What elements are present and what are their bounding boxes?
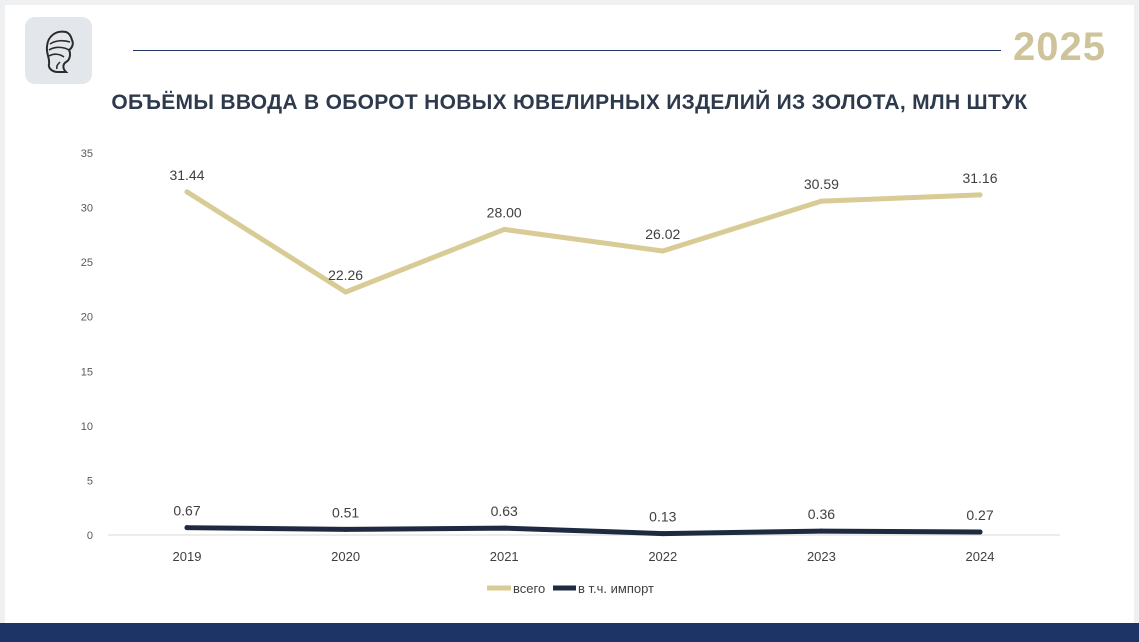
y-tick-label: 35 (81, 148, 93, 160)
data-label-total: 22.26 (328, 267, 363, 283)
chart-title: ОБЪЁМЫ ВВОДА В ОБОРОТ НОВЫХ ЮВЕЛИРНЫХ ИЗ… (111, 91, 1028, 114)
data-label-import: 0.51 (332, 504, 359, 520)
series-import-point (184, 525, 190, 531)
series-total-point (343, 289, 349, 295)
y-tick-label: 10 (81, 421, 93, 433)
data-label-import: 0.27 (966, 507, 993, 523)
x-tick-label: 2022 (648, 549, 677, 564)
header-divider (133, 50, 1001, 51)
data-label-import: 0.13 (649, 509, 676, 525)
y-tick-label: 25 (81, 257, 93, 269)
series-import-point (977, 529, 983, 535)
x-tick-label: 2019 (173, 549, 202, 564)
year-label: 2025 (1013, 25, 1106, 69)
data-label-total: 30.59 (804, 176, 839, 192)
y-axis: 0 5 10 15 20 25 30 35 (81, 148, 93, 542)
series-import-point (818, 528, 824, 534)
data-labels: 31.44 22.26 28.00 26.02 30.59 31.16 0.67 0.51 0.… (169, 167, 997, 525)
series-import-point (343, 526, 349, 532)
y-tick-label: 15 (81, 366, 93, 378)
y-tick-label: 0 (87, 530, 93, 542)
athena-logo-icon (45, 30, 74, 73)
series-total-point (818, 198, 824, 204)
data-label-total: 31.16 (962, 170, 997, 186)
legend: всего в т.ч. импорт (487, 581, 654, 596)
data-label-import: 0.67 (173, 503, 200, 519)
x-tick-label: 2021 (490, 549, 519, 564)
legend-label-import: в т.ч. импорт (578, 581, 654, 596)
logo (25, 17, 92, 84)
series-import-point (501, 525, 507, 531)
data-label-total: 31.44 (169, 167, 204, 183)
x-axis: 2019 2020 2021 2022 2023 2024 (173, 549, 995, 564)
legend-label-total: всего (513, 581, 545, 596)
series-total-line (184, 189, 983, 295)
series-total-point (184, 189, 190, 195)
footer-bar (0, 623, 1139, 642)
y-tick-label: 20 (81, 312, 93, 324)
x-tick-label: 2024 (966, 549, 995, 564)
series-total-point (977, 192, 983, 198)
y-tick-label: 30 (81, 203, 93, 215)
series-import-line (184, 525, 983, 537)
data-label-total: 26.02 (645, 226, 680, 242)
x-tick-label: 2023 (807, 549, 836, 564)
data-label-import: 0.36 (808, 506, 835, 522)
series-total-point (501, 226, 507, 232)
data-label-import: 0.63 (491, 503, 518, 519)
data-label-total: 28.00 (487, 204, 522, 220)
x-tick-label: 2020 (331, 549, 360, 564)
y-tick-label: 5 (87, 475, 93, 487)
slide: 2025 ОБЪЁМЫ ВВОДА В ОБОРОТ НОВЫХ ЮВЕЛИРН… (5, 5, 1134, 623)
series-total-point (660, 248, 666, 254)
series-layer (184, 189, 983, 537)
series-import-point (660, 531, 666, 537)
